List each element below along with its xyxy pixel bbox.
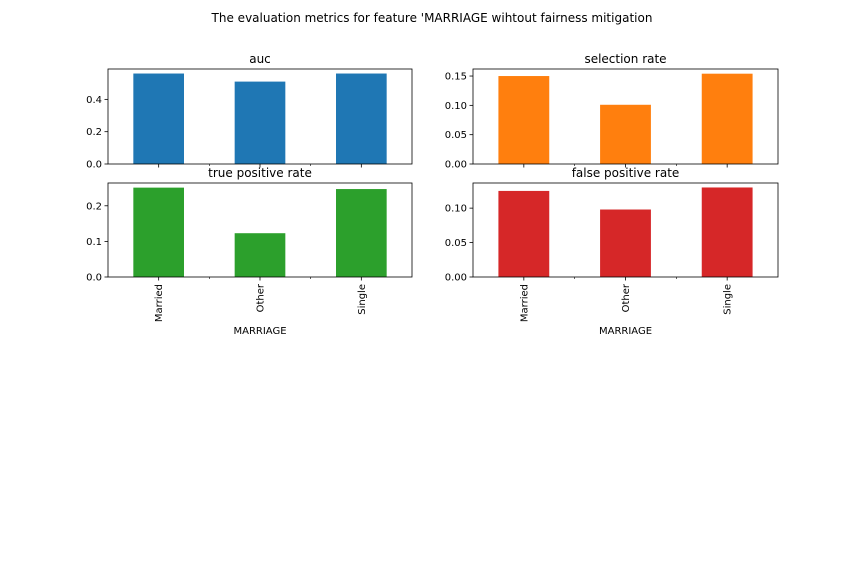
y-tick-label: 0.2 [86,127,102,138]
y-tick-label: 0.00 [445,273,467,284]
subplot-title: true positive rate [208,166,312,180]
y-tick-label: 0.05 [445,130,467,141]
bar [133,187,184,277]
y-tick-label: 0.0 [86,160,102,171]
x-tick-label: Married [154,284,165,322]
subplot-title: selection rate [584,52,666,66]
x-tick-label: Single [723,284,734,315]
bar [701,187,753,277]
bar [600,209,651,277]
bar [701,73,753,164]
bar [600,104,651,164]
bar [498,190,550,277]
y-tick-label: 0.2 [86,201,102,212]
bar [336,189,387,277]
bar [336,73,387,164]
x-tick-label: Other [256,283,267,312]
y-tick-label: 0.00 [445,160,467,171]
y-tick-label: 0.15 [445,72,467,83]
y-tick-label: 0.1 [86,237,102,248]
subplot-title: auc [249,52,271,66]
x-axis-label: MARRIAGE [599,326,652,337]
subplot-grid: auc 0.0 0.2 0.4 selection rate 0.00 0.05 0.10 0.… [86,52,779,337]
bar [498,76,550,164]
figure-suptitle: The evaluation metrics for feature 'MARR… [211,11,653,25]
x-tick-label: Single [357,284,368,315]
y-tick-label: 0.4 [86,95,102,106]
y-tick-label: 0.05 [445,238,467,249]
subplot-0: auc 0.0 0.2 0.4 [86,52,413,171]
subplot-2: true positive rate 0.0 0.1 0.2 Married Other S… [86,166,413,337]
subplot-1: selection rate 0.00 0.05 0.10 0.15 [445,52,779,171]
bar [234,81,286,164]
y-tick-label: 0.10 [445,204,467,215]
subplot-title: false positive rate [572,166,680,180]
y-tick-label: 0.0 [86,273,102,284]
bar [133,73,184,164]
x-axis-label: MARRIAGE [233,326,286,337]
bar [234,233,286,277]
x-tick-label: Other [621,283,632,312]
subplot-3: false positive rate 0.00 0.05 0.10 Married Ot… [445,166,779,337]
x-tick-label: Married [519,284,530,322]
y-tick-label: 0.10 [445,101,467,112]
